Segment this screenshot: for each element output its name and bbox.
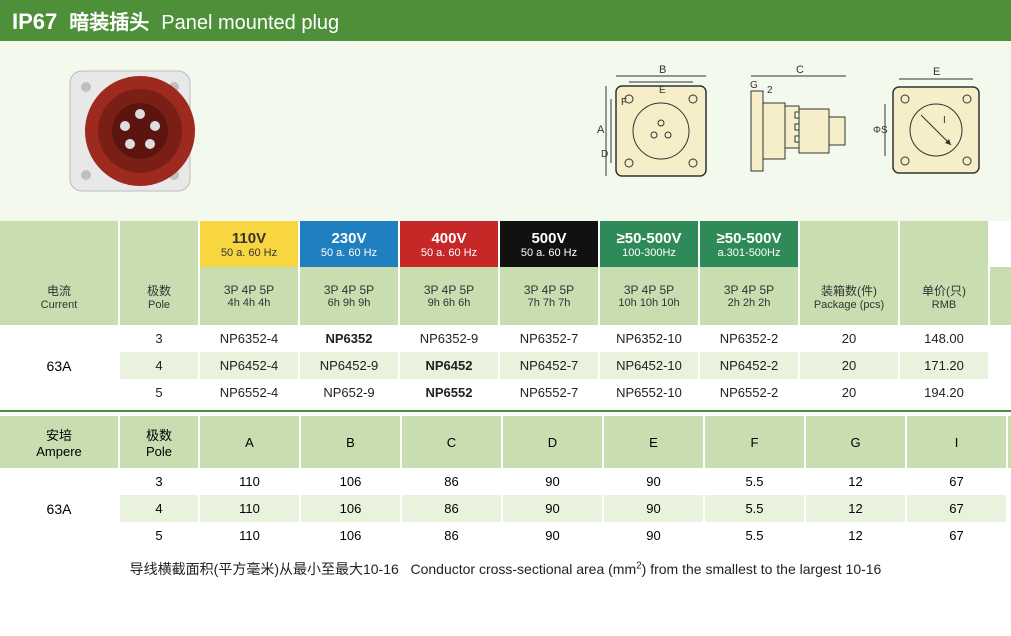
table-row: 3 NP6352-4 NP6352 NP6352-9 NP6352-7 NP63… — [0, 325, 1011, 352]
volt-spacer — [120, 221, 200, 267]
pn-cell: NP6452-10 — [600, 352, 700, 379]
divider — [0, 410, 1011, 412]
svg-text:D: D — [601, 149, 608, 160]
volt-230v: 230V 50 a. 60 Hz — [300, 221, 400, 267]
pn-cell: NP6552-10 — [600, 379, 700, 406]
hdr-dim: E — [604, 416, 705, 468]
svg-text:ΦS: ΦS — [873, 125, 888, 136]
svg-text:2: 2 — [767, 85, 773, 96]
pn-cell: NP6452 — [400, 352, 500, 379]
volt-50-500v-a: ≥50-500V 100-300Hz — [600, 221, 700, 267]
svg-text:B: B — [659, 64, 666, 76]
ampere-rowspan: 63A — [0, 468, 120, 549]
pn-cell: NP6452-9 — [300, 352, 400, 379]
product-table-body: 63A 3 NP6352-4 NP6352 NP6352-9 NP6352-7 … — [0, 325, 1011, 406]
pn-cell: NP6552-7 — [500, 379, 600, 406]
table-row: 4 NP6452-4 NP6452-9 NP6452 NP6452-7 NP64… — [0, 352, 1011, 379]
table-row: 5 NP6552-4 NP652-9 NP6552 NP6552-7 NP655… — [0, 379, 1011, 406]
voltage-header-row: 110V 50 a. 60 Hz 230V 50 a. 60 Hz 400V 5… — [0, 221, 1011, 267]
svg-text:G: G — [750, 80, 758, 91]
hdr-price: 单价(只) RMB — [900, 267, 990, 325]
hdr-dim: G — [806, 416, 907, 468]
svg-text:E: E — [933, 66, 940, 78]
volt-spacer — [0, 221, 120, 267]
pn-cell: NP6452-4 — [200, 352, 300, 379]
hdr-dim: D — [503, 416, 604, 468]
volt-110v: 110V 50 a. 60 Hz — [200, 221, 300, 267]
dimension-table-body: 63A 3 110 106 86 90 90 5.5 12 67 4 110 1… — [0, 468, 1011, 549]
product-image — [20, 56, 260, 206]
title-en: Panel mounted plug — [161, 12, 339, 35]
pn-cell: NP6352-9 — [400, 325, 500, 352]
pn-cell: NP6352-10 — [600, 325, 700, 352]
hdr-ph-0: 3P 4P 5P4h 4h 4h — [200, 267, 300, 325]
hdr-dim: F — [705, 416, 806, 468]
table-row: 3 110 106 86 90 90 5.5 12 67 — [0, 468, 1011, 495]
hdr-pole2: 极数Pole — [120, 416, 200, 468]
pn-cell: NP6552 — [400, 379, 500, 406]
diagram-rear: E I ΦS — [871, 61, 991, 201]
hdr-dim: A — [200, 416, 301, 468]
current-rowspan: 63A — [0, 325, 120, 406]
pn-cell: NP6552-2 — [700, 379, 800, 406]
diagram-side: C G2 — [741, 61, 861, 201]
volt-spacer — [900, 221, 990, 267]
ip-rating: IP67 — [12, 9, 57, 35]
price-cell: 171.20 — [900, 352, 990, 379]
svg-text:A: A — [597, 124, 605, 136]
pn-cell: NP6352-4 — [200, 325, 300, 352]
hdr-package: 装箱数(件) Package (pcs) — [800, 267, 900, 325]
hdr-ph-3: 3P 4P 5P7h 7h 7h — [500, 267, 600, 325]
footnote: 导线横截面积(平方毫米)从最小至最大10-16 Conductor cross-… — [0, 549, 1011, 585]
technical-diagrams: B E F A D C G2 E I ΦS — [280, 61, 991, 201]
pn-cell: NP6352-7 — [500, 325, 600, 352]
pole-cell: 5 — [120, 379, 200, 406]
table-row: 5 110 106 86 90 90 5.5 12 67 — [0, 522, 1011, 549]
volt-50-500v-b: ≥50-500V a.301-500Hz — [700, 221, 800, 267]
volt-spacer — [800, 221, 900, 267]
hdr-dim: B — [301, 416, 402, 468]
pn-cell: NP6452-2 — [700, 352, 800, 379]
hdr-current: 电流 Current — [0, 267, 120, 325]
svg-text:C: C — [796, 64, 804, 76]
volt-500v: 500V 50 a. 60 Hz — [500, 221, 600, 267]
hdr-pole: 极数 Pole — [120, 267, 200, 325]
price-cell: 148.00 — [900, 325, 990, 352]
title-bar: IP67 暗装插头 Panel mounted plug — [0, 0, 1011, 41]
pkg-cell: 20 — [800, 379, 900, 406]
pn-cell: NP6452-7 — [500, 352, 600, 379]
price-cell: 194.20 — [900, 379, 990, 406]
dimension-header-row: 安培Ampere 极数Pole A B C D E F G I — [0, 416, 1011, 468]
diagram-front: B E F A D — [591, 61, 731, 201]
pkg-cell: 20 — [800, 352, 900, 379]
hero-section: B E F A D C G2 E I ΦS — [0, 41, 1011, 221]
pole-cell: 3 — [120, 325, 200, 352]
hdr-ph-1: 3P 4P 5P6h 9h 9h — [300, 267, 400, 325]
hdr-ph-5: 3P 4P 5P2h 2h 2h — [700, 267, 800, 325]
hdr-ph-4: 3P 4P 5P10h 10h 10h — [600, 267, 700, 325]
pn-cell: NP6352-2 — [700, 325, 800, 352]
column-header-row: 电流 Current 极数 Pole 3P 4P 5P4h 4h 4h 3P 4… — [0, 267, 1011, 325]
hdr-dim: C — [402, 416, 503, 468]
volt-400v: 400V 50 a. 60 Hz — [400, 221, 500, 267]
hdr-ampere: 安培Ampere — [0, 416, 120, 468]
table-row: 4 110 106 86 90 90 5.5 12 67 — [0, 495, 1011, 522]
title-cn: 暗装插头 — [69, 6, 149, 35]
pn-cell: NP652-9 — [300, 379, 400, 406]
pkg-cell: 20 — [800, 325, 900, 352]
pn-cell: NP6552-4 — [200, 379, 300, 406]
pole-cell: 4 — [120, 352, 200, 379]
hdr-ph-2: 3P 4P 5P9h 6h 6h — [400, 267, 500, 325]
svg-text:E: E — [659, 85, 666, 96]
hdr-dim: I — [907, 416, 1008, 468]
pn-cell: NP6352 — [300, 325, 400, 352]
svg-text:I: I — [943, 115, 946, 126]
svg-text:F: F — [621, 97, 627, 108]
